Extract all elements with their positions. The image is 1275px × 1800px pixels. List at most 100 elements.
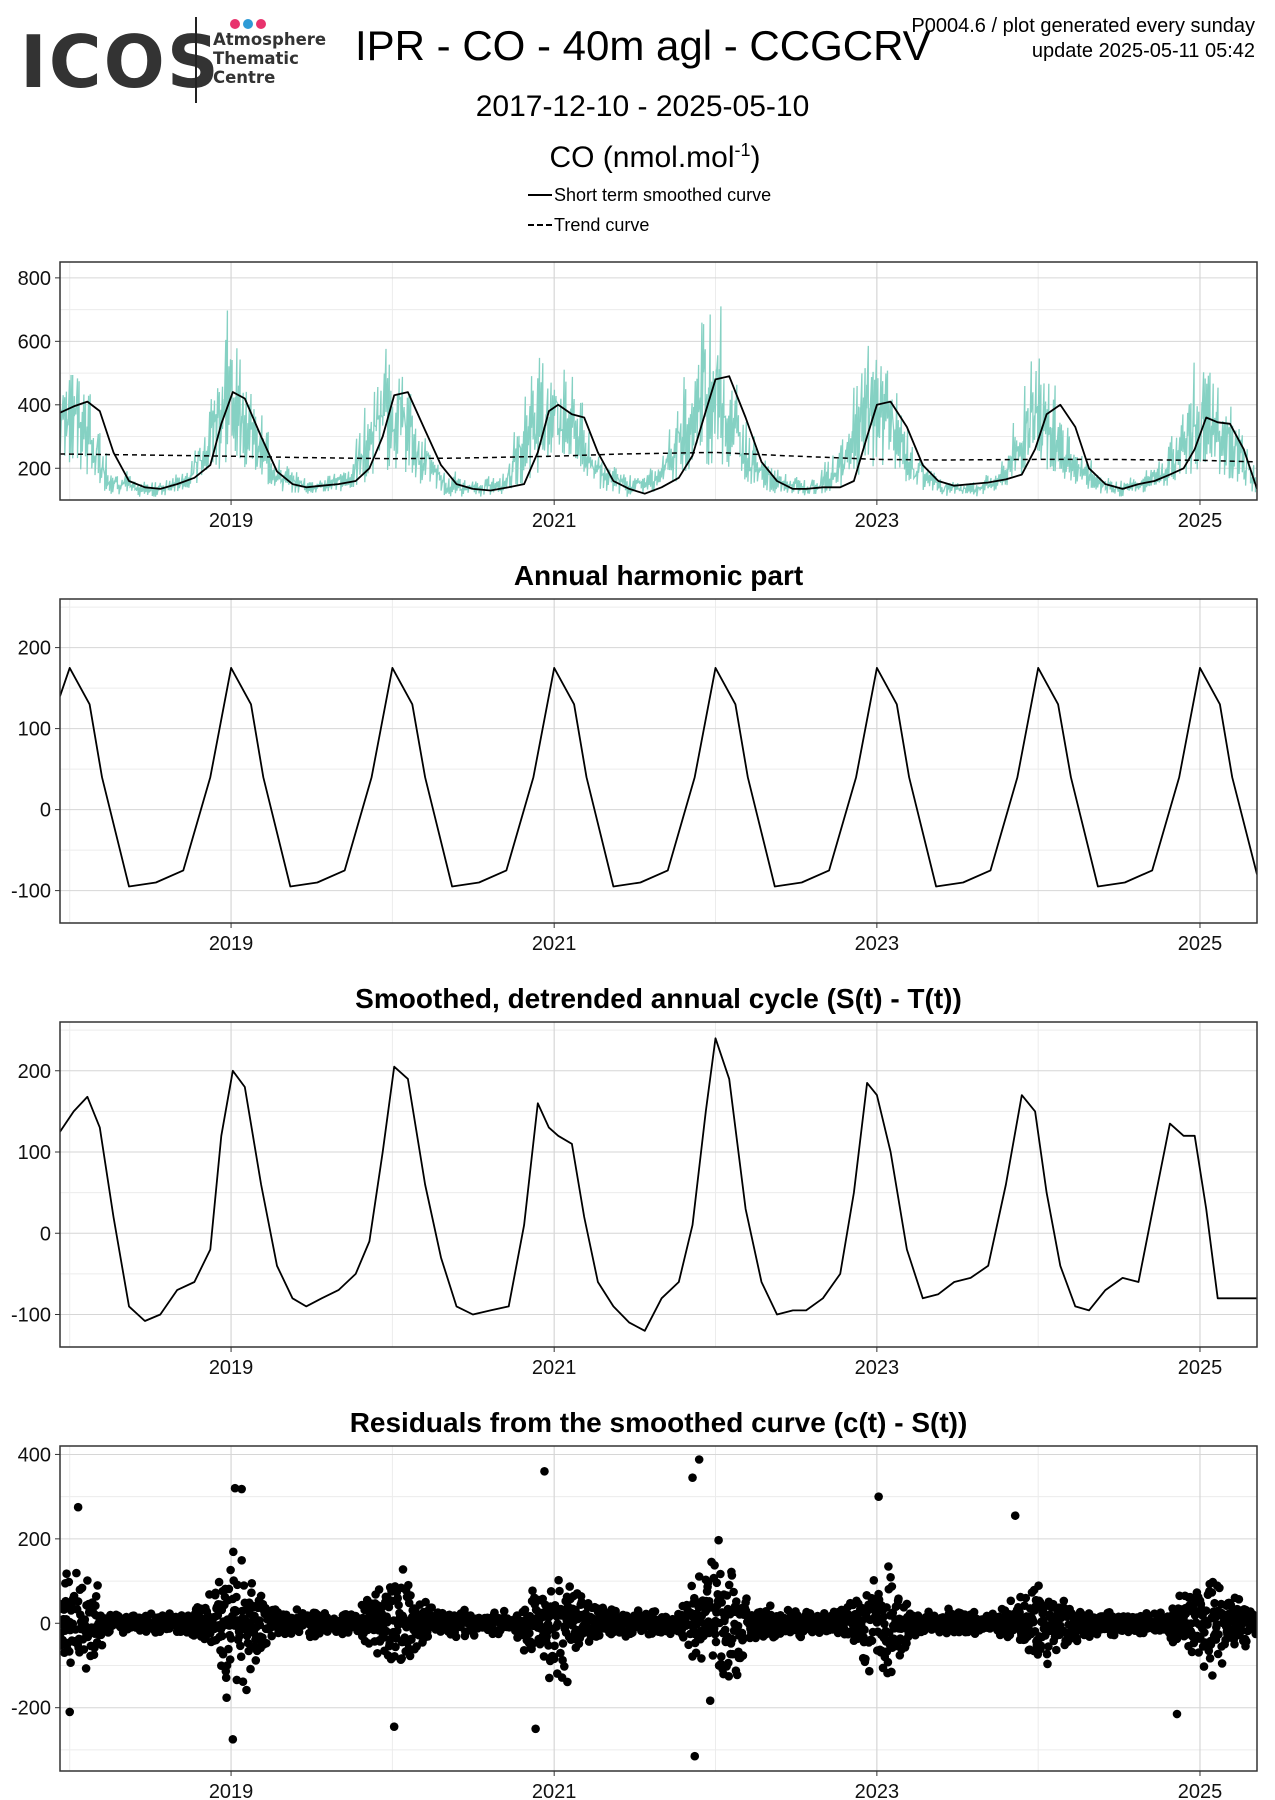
residual-point [1172, 1634, 1182, 1644]
residual-point [236, 1641, 245, 1651]
trend-curve [60, 451, 1257, 463]
x-tick-label: 2021 [532, 1781, 577, 1800]
residual-point [373, 1649, 382, 1658]
residual-point [232, 1592, 241, 1602]
residual-point [1036, 1641, 1046, 1650]
residual-point [225, 1655, 235, 1664]
residual-point [545, 1673, 554, 1683]
x-tick-label: 2023 [855, 510, 900, 532]
residual-point [1252, 1614, 1257, 1623]
residual-point [404, 1598, 414, 1608]
residual-point [1021, 1593, 1031, 1603]
residual-point [882, 1603, 891, 1612]
residual-point [724, 1580, 734, 1590]
residual-point [1044, 1642, 1053, 1651]
residual-point [214, 1577, 224, 1587]
residual-point [1210, 1598, 1219, 1608]
residual-point [694, 1455, 704, 1464]
x-tick-label: 2023 [855, 1781, 900, 1800]
residual-point [869, 1576, 879, 1585]
observation-series [60, 306, 1257, 497]
residual-point [861, 1654, 870, 1664]
residual-point [716, 1569, 725, 1579]
residual-point [72, 1568, 81, 1578]
legend-swatch-dashed [528, 224, 552, 226]
residual-point [64, 1577, 74, 1587]
residual-point [766, 1601, 775, 1610]
residual-point [1203, 1620, 1212, 1629]
residual-point [239, 1581, 249, 1590]
residual-point [710, 1629, 720, 1639]
panel-border [59, 598, 1258, 924]
residual-point [62, 1569, 71, 1578]
residual-point [451, 1632, 461, 1642]
residual-point [560, 1662, 569, 1671]
residual-point [1042, 1649, 1052, 1659]
residual-point [394, 1600, 403, 1610]
residual-point [879, 1612, 888, 1622]
smoothed-curve [60, 667, 1257, 888]
residual-point [708, 1651, 718, 1660]
legend-swatch-solid [528, 194, 552, 196]
residual-point [242, 1631, 252, 1641]
logo-dots-icon [230, 16, 269, 34]
x-tick-label: 2019 [209, 1781, 254, 1800]
residual-point [404, 1580, 413, 1590]
residual-point [237, 1484, 246, 1494]
residual-point [684, 1640, 693, 1650]
residual-point [229, 1547, 238, 1557]
page-title: IPR - CO - 40m agl - CCGCRV [355, 22, 931, 69]
residual-point [81, 1664, 91, 1673]
residual-point [93, 1581, 102, 1590]
legend-label: Trend curve [554, 214, 650, 235]
residual-point [551, 1631, 560, 1640]
y-tick-label: -100 [11, 881, 51, 903]
y-tick-label: -200 [11, 1698, 51, 1720]
residual-point [554, 1575, 563, 1585]
x-tick-label: 2021 [532, 510, 577, 532]
y-tick-label: 800 [18, 268, 51, 290]
y-tick-label: 0 [40, 1223, 51, 1245]
residual-point [247, 1588, 256, 1597]
residual-point [883, 1657, 893, 1667]
x-tick-label: 2025 [1178, 1781, 1223, 1800]
residual-point [531, 1724, 540, 1734]
logo-wordmark: ICOS [20, 20, 221, 104]
residual-point [1059, 1596, 1069, 1606]
chart-plot-area [60, 1455, 1257, 1761]
residual-point [728, 1634, 737, 1644]
x-tick-label: 2025 [1178, 510, 1223, 532]
residual-point [77, 1583, 87, 1593]
y-tick-label: 200 [18, 1061, 51, 1083]
y-tick-label: 600 [18, 331, 51, 353]
y-tick-label: 400 [18, 395, 51, 417]
residual-point [66, 1658, 75, 1667]
residual-point [398, 1565, 408, 1574]
residual-point [262, 1638, 271, 1648]
residual-point [238, 1677, 248, 1686]
residual-point [1052, 1645, 1061, 1655]
residual-point [499, 1606, 509, 1616]
chart-panel-2: -100 0 100 200 2019 2021 2023 2025 Annual harmon… [11, 560, 1258, 955]
residual-point [729, 1587, 738, 1597]
residual-point [1213, 1649, 1223, 1659]
residual-point [720, 1625, 730, 1635]
residual-point [558, 1639, 568, 1648]
y-tick-label: 0 [40, 1613, 51, 1635]
residual-point [389, 1722, 399, 1731]
date-range: 2017-12-10 - 2025-05-10 [475, 90, 810, 123]
residual-point [711, 1637, 721, 1647]
residual-point [224, 1584, 234, 1594]
residual-point [1010, 1511, 1020, 1520]
residual-point [393, 1593, 403, 1603]
residual-point [742, 1594, 751, 1603]
smoothed-curve [60, 1037, 1257, 1332]
residual-point [722, 1591, 732, 1600]
residual-point [1200, 1628, 1209, 1637]
residual-point [1181, 1609, 1191, 1618]
residual-point [705, 1696, 715, 1705]
residual-point [595, 1631, 604, 1640]
residual-point [427, 1603, 437, 1612]
residual-point [423, 1632, 433, 1641]
residual-point [887, 1667, 896, 1677]
